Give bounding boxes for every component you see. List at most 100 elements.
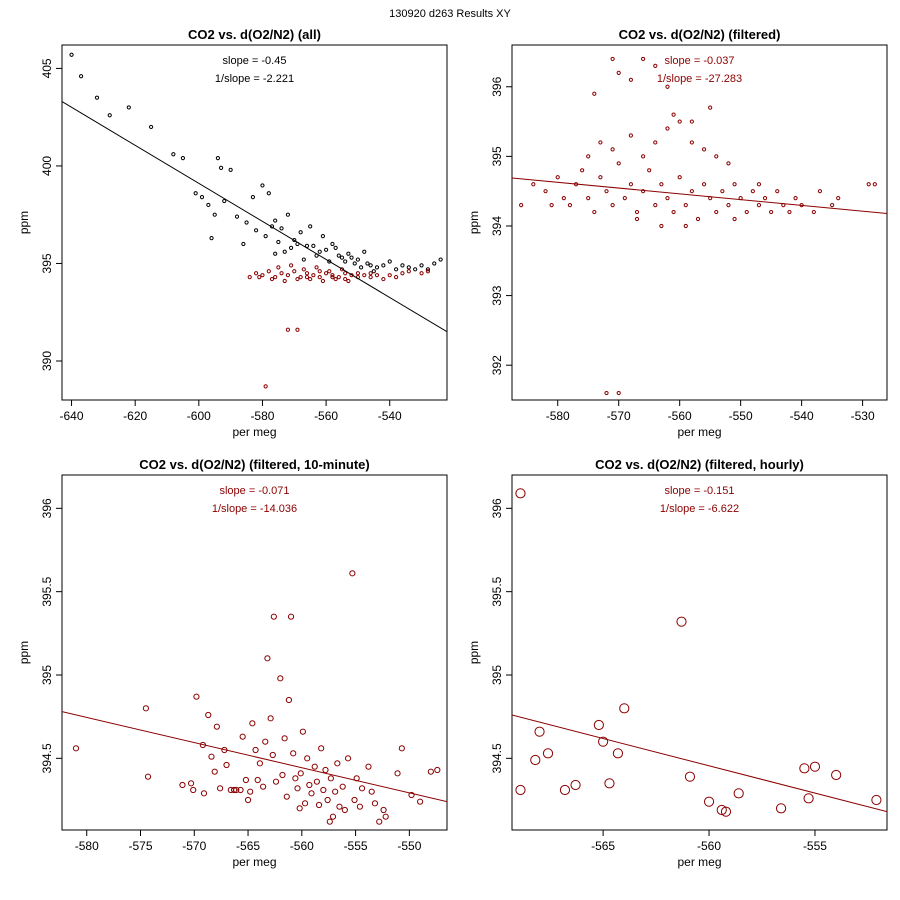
data-point bbox=[665, 196, 670, 201]
regression-line bbox=[512, 177, 887, 214]
y-tick-label: 394.5 bbox=[40, 743, 54, 773]
data-point bbox=[215, 156, 221, 161]
data-point bbox=[750, 189, 755, 194]
data-point bbox=[171, 152, 176, 157]
data-point bbox=[244, 796, 252, 804]
data-point bbox=[244, 220, 249, 225]
data-point bbox=[333, 245, 338, 250]
data-point bbox=[330, 275, 335, 280]
data-point bbox=[716, 804, 727, 816]
data-point bbox=[237, 786, 244, 794]
y-tick-label: 396 bbox=[490, 498, 504, 518]
data-point bbox=[327, 269, 332, 274]
data-point bbox=[684, 771, 696, 782]
x-tick-label: -580 bbox=[250, 409, 274, 423]
data-point bbox=[515, 488, 526, 499]
data-point bbox=[425, 269, 431, 274]
data-point bbox=[647, 168, 652, 173]
data-point bbox=[592, 91, 597, 96]
data-point bbox=[872, 182, 877, 187]
data-point bbox=[671, 112, 676, 117]
y-tick-label: 392 bbox=[490, 355, 504, 375]
data-point bbox=[400, 271, 405, 276]
y-tick-label: 396 bbox=[490, 76, 504, 96]
x-tick-label: -550 bbox=[397, 839, 421, 853]
data-point bbox=[362, 273, 367, 278]
y-tick-label: 395 bbox=[490, 146, 504, 166]
data-point bbox=[604, 390, 609, 396]
plot-frame bbox=[61, 44, 448, 401]
data-point bbox=[683, 202, 688, 208]
data-point bbox=[233, 786, 240, 794]
data-point bbox=[726, 202, 731, 208]
data-point bbox=[330, 241, 335, 247]
data-point bbox=[419, 271, 424, 276]
data-point bbox=[193, 191, 198, 196]
chart-panel-2: CO2 vs. d(O2/N2) (filtered) -580 -570 -560 -… bbox=[467, 27, 888, 439]
data-point bbox=[253, 271, 259, 276]
x-tick-label: -540 bbox=[378, 409, 402, 423]
data-point bbox=[413, 267, 418, 272]
data-point bbox=[677, 175, 682, 180]
data-point bbox=[333, 276, 338, 282]
data-point bbox=[387, 273, 392, 278]
data-point bbox=[228, 167, 233, 172]
data-point bbox=[593, 719, 604, 731]
data-point bbox=[634, 216, 640, 222]
x-tick-label: -560 bbox=[697, 839, 721, 853]
data-point bbox=[598, 175, 603, 180]
data-point bbox=[358, 785, 366, 792]
data-point bbox=[311, 273, 316, 278]
data-point bbox=[689, 189, 694, 194]
data-point bbox=[326, 818, 333, 825]
data-point bbox=[640, 189, 646, 194]
data-point bbox=[301, 257, 306, 262]
data-point bbox=[270, 613, 277, 620]
data-point bbox=[866, 182, 871, 187]
data-point bbox=[610, 147, 615, 152]
data-point bbox=[256, 760, 263, 767]
data-point bbox=[339, 783, 346, 790]
data-point bbox=[695, 216, 701, 222]
data-point bbox=[273, 218, 278, 223]
data-point bbox=[301, 800, 309, 807]
data-point bbox=[368, 275, 373, 280]
y-axis-label: ppm bbox=[17, 211, 31, 234]
x-tick-label: -620 bbox=[123, 409, 147, 423]
data-point bbox=[330, 273, 335, 278]
data-point bbox=[193, 693, 200, 700]
data-point bbox=[262, 738, 269, 745]
data-point bbox=[187, 780, 195, 787]
data-point bbox=[365, 763, 372, 770]
data-point bbox=[298, 275, 303, 280]
data-point bbox=[276, 265, 281, 270]
data-point bbox=[320, 786, 327, 794]
data-point bbox=[530, 754, 541, 766]
data-point bbox=[531, 182, 536, 187]
data-point bbox=[306, 781, 313, 789]
data-point bbox=[604, 778, 615, 789]
data-point bbox=[283, 793, 290, 800]
data-point bbox=[276, 239, 281, 245]
x-tick-label: -560 bbox=[668, 409, 692, 423]
slope-text: slope = -0.45 bbox=[223, 55, 287, 67]
data-point bbox=[336, 253, 341, 258]
data-point bbox=[701, 182, 707, 187]
data-point bbox=[190, 786, 197, 794]
data-point bbox=[349, 570, 356, 577]
data-point bbox=[218, 165, 224, 170]
data-point bbox=[720, 806, 732, 817]
slope-text: slope = -0.037 bbox=[664, 55, 734, 67]
x-axis-label: per meg bbox=[232, 425, 276, 439]
data-point bbox=[561, 196, 566, 201]
data-point bbox=[598, 736, 609, 747]
data-point bbox=[304, 275, 310, 280]
data-point bbox=[628, 182, 634, 187]
data-point bbox=[317, 269, 322, 274]
data-point bbox=[318, 745, 325, 752]
data-point bbox=[257, 275, 262, 280]
data-point bbox=[288, 245, 294, 250]
chart-panel-1: CO2 vs. d(O2/N2) (all) -640 -620 -600 -580 -5… bbox=[17, 27, 448, 439]
